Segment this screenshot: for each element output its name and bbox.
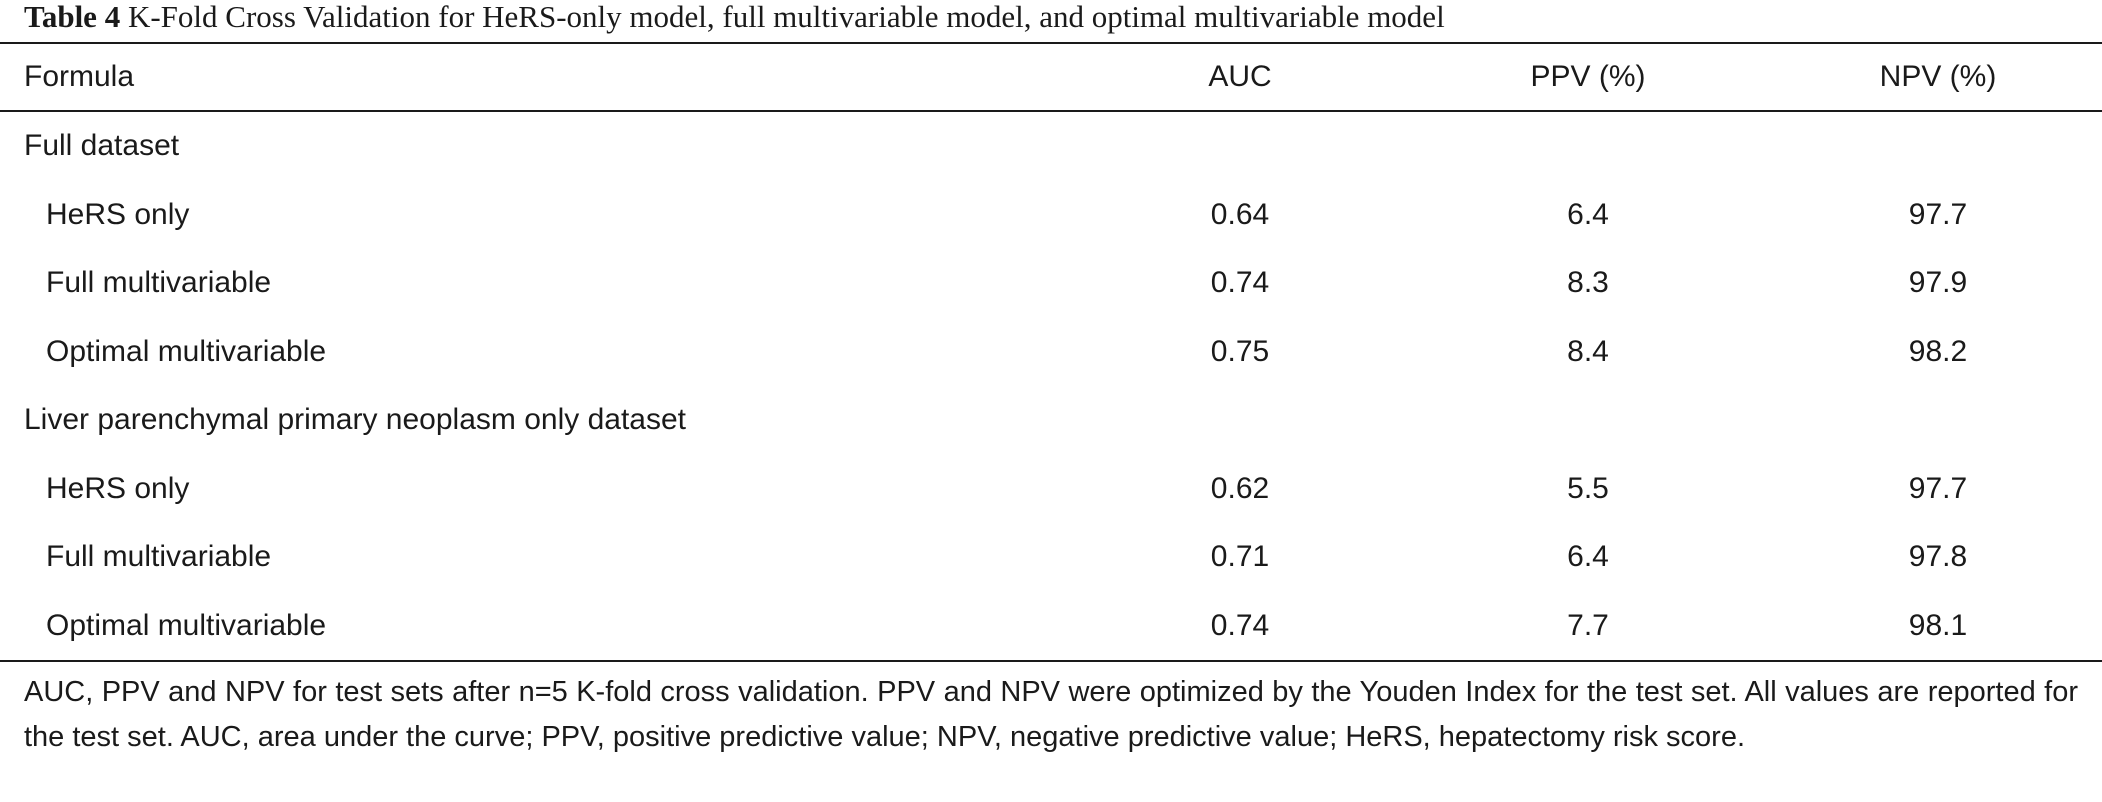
npv-cell: 97.7 bbox=[1908, 197, 1968, 231]
ppv-cell: 8.4 bbox=[1567, 334, 1609, 368]
formula-cell: Optimal multivariable bbox=[46, 608, 327, 642]
auc-cell: 0.71 bbox=[1210, 540, 1270, 573]
section-heading-row: Liver parenchymal primary neoplasm only … bbox=[0, 386, 2102, 455]
table-row: Optimal multivariable 0.75 8.4 98.2 bbox=[0, 318, 2102, 387]
npv-cell: 97.7 bbox=[1908, 471, 1968, 505]
formula-cell: HeRS only bbox=[46, 471, 190, 505]
ppv-cell: 6.4 bbox=[1567, 540, 1609, 573]
table-title: K-Fold Cross Validation for HeRS-only mo… bbox=[127, 0, 1445, 34]
ppv-cell: 8.3 bbox=[1567, 266, 1609, 299]
npv-cell: 97.8 bbox=[1908, 540, 1968, 573]
formula-cell: Optimal multivariable bbox=[46, 334, 327, 368]
auc-cell: 0.64 bbox=[1210, 197, 1270, 231]
table-header-row: Formula AUC PPV (%) NPV (%) bbox=[0, 44, 2102, 110]
table-bottom-rule bbox=[0, 660, 2102, 662]
column-header-formula: Formula bbox=[24, 60, 135, 93]
table-row: Full multivariable 0.71 6.4 97.8 bbox=[0, 523, 2102, 592]
column-header-npv: NPV (%) bbox=[1879, 60, 1997, 93]
auc-cell: 0.74 bbox=[1210, 266, 1270, 299]
npv-cell: 98.1 bbox=[1908, 608, 1968, 642]
auc-cell: 0.74 bbox=[1210, 608, 1270, 642]
table-top-rule bbox=[0, 42, 2102, 44]
table-row: Full multivariable 0.74 8.3 97.9 bbox=[0, 249, 2102, 318]
table-label: Table 4 bbox=[24, 0, 121, 34]
ppv-cell: 5.5 bbox=[1567, 471, 1609, 505]
table-footnote: AUC, PPV and NPV for test sets after n=5… bbox=[24, 676, 2078, 753]
results-table: Formula AUC PPV (%) NPV (%) bbox=[0, 44, 2102, 110]
table-row: HeRS only 0.62 5.5 97.7 bbox=[0, 455, 2102, 524]
column-header-ppv: PPV (%) bbox=[1530, 60, 1646, 93]
ppv-cell: 7.7 bbox=[1567, 608, 1609, 642]
ppv-cell: 6.4 bbox=[1567, 197, 1609, 231]
formula-cell: HeRS only bbox=[46, 197, 190, 231]
table-header-rule bbox=[0, 110, 2102, 112]
auc-cell: 0.75 bbox=[1210, 334, 1270, 368]
table-caption: Table 4 K-Fold Cross Validation for HeRS… bbox=[24, 0, 1445, 40]
section-heading-row: Full dataset bbox=[0, 112, 2102, 181]
table-row: HeRS only 0.64 6.4 97.7 bbox=[0, 181, 2102, 250]
npv-cell: 97.9 bbox=[1908, 266, 1968, 299]
npv-cell: 98.2 bbox=[1908, 334, 1968, 368]
table-body: Full dataset HeRS only 0.64 6.4 97.7 Ful… bbox=[0, 112, 2102, 660]
column-header-auc: AUC bbox=[1208, 60, 1272, 93]
section-title: Full dataset bbox=[24, 129, 180, 162]
formula-cell: Full multivariable bbox=[46, 540, 272, 573]
table-row: Optimal multivariable 0.74 7.7 98.1 bbox=[0, 592, 2102, 661]
section-title: Liver parenchymal primary neoplasm only … bbox=[24, 403, 686, 436]
formula-cell: Full multivariable bbox=[46, 266, 272, 299]
auc-cell: 0.62 bbox=[1210, 471, 1270, 505]
